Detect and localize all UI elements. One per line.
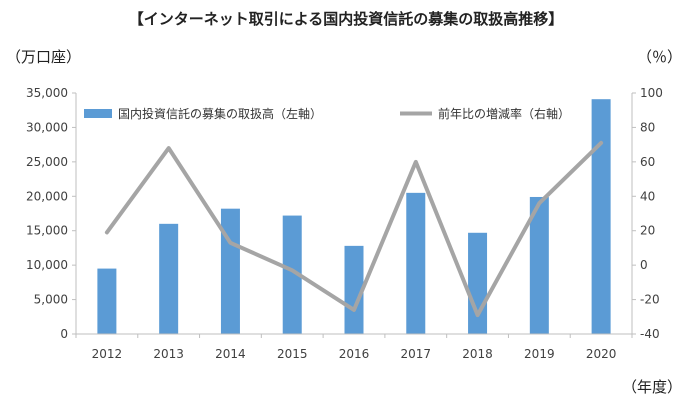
left-tick-label: 20,000 — [26, 189, 68, 203]
left-axis-unit: （万口座） — [6, 48, 81, 66]
right-tick-label: 0 — [640, 258, 648, 272]
right-tick-label: -20 — [640, 293, 660, 307]
axes-layer: 0 5,000 10,000 15,000 20,000 25,000 30,000 35,0… — [26, 86, 663, 361]
x-tick-label: 2016 — [339, 347, 370, 361]
right-tick-label: 40 — [640, 189, 655, 203]
bar-2013 — [159, 224, 178, 334]
chart-title: 【インターネット取引による国内投資信託の募集の取扱高推移】 — [129, 10, 564, 28]
left-tick-label: 30,000 — [26, 120, 68, 134]
left-tick-label: 10,000 — [26, 258, 68, 272]
bar-2014 — [221, 209, 240, 334]
bar-2018 — [468, 233, 487, 334]
right-tick-label: 20 — [640, 224, 655, 238]
x-axis-unit: （年度） — [622, 378, 682, 396]
right-tick-label: -40 — [640, 327, 660, 341]
legend-swatch-bars — [84, 109, 112, 118]
right-tick-label: 60 — [640, 155, 655, 169]
bar-2020 — [592, 99, 611, 334]
right-tick-label: 100 — [640, 86, 663, 100]
x-tick-label: 2020 — [586, 347, 617, 361]
left-tick-label: 25,000 — [26, 155, 68, 169]
x-tick-label: 2013 — [153, 347, 184, 361]
left-tick-label: 5,000 — [34, 293, 68, 307]
x-tick-label: 2019 — [524, 347, 555, 361]
right-axis-unit: （％） — [637, 48, 682, 66]
x-tick-label: 2017 — [401, 347, 432, 361]
bar-2012 — [97, 269, 116, 334]
left-tick-label: 15,000 — [26, 224, 68, 238]
left-tick-label: 0 — [60, 327, 68, 341]
x-tick-label: 2018 — [462, 347, 493, 361]
x-tick-label: 2015 — [277, 347, 308, 361]
legend: 国内投資信託の募集の取扱高（左軸） 前年比の増減率（右軸） — [84, 106, 570, 121]
right-tick-label: 80 — [640, 120, 655, 134]
legend-label-bars: 国内投資信託の募集の取扱高（左軸） — [118, 106, 322, 121]
left-tick-label: 35,000 — [26, 86, 68, 100]
legend-label-line: 前年比の増減率（右軸） — [438, 106, 570, 121]
x-tick-label: 2012 — [92, 347, 123, 361]
bar-2017 — [406, 193, 425, 334]
x-tick-label: 2014 — [215, 347, 246, 361]
